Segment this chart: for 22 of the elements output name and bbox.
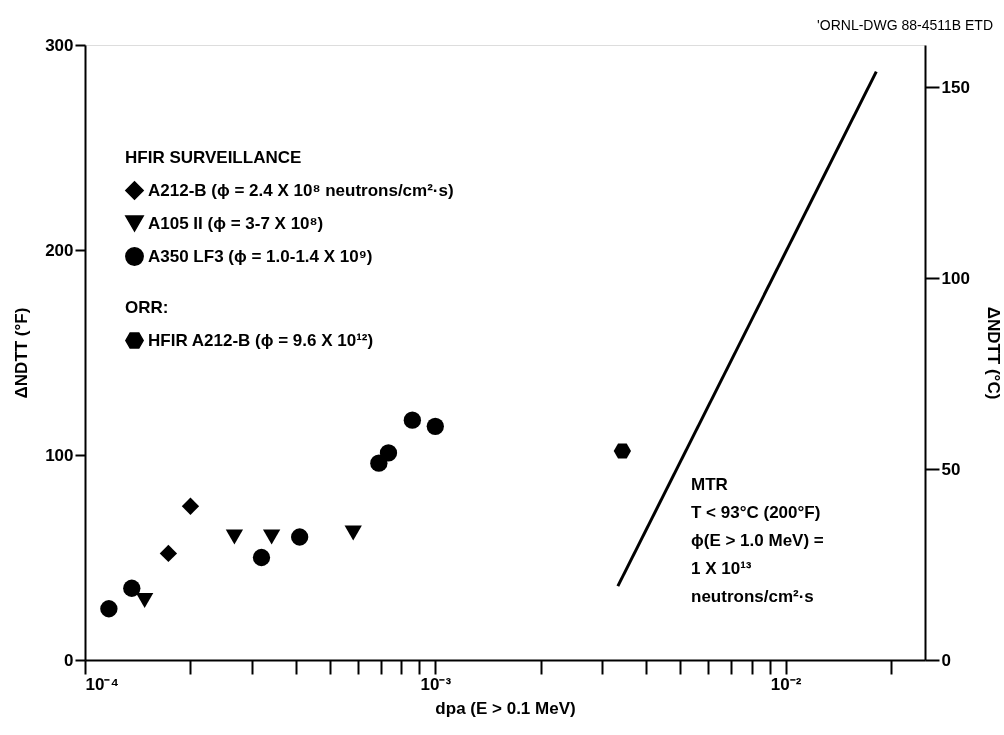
text: 'ORNL-DWG 88-4511B ETD [817,17,993,33]
x-tick-label: 10⁻³ [420,674,452,694]
x-axis-title: dpa (E > 0.1 MeV) [435,698,576,718]
legend-label: A105 II (ϕ = 3-7 X 10⁸) [148,213,324,233]
y2-tick-label: 50 [941,459,961,479]
legend-title: HFIR SURVEILLANCE [125,148,302,167]
legend-label: A350 LF3 (ϕ = 1.0-1.4 X 10⁹) [148,246,373,266]
y-tick-label: 300 [45,35,74,55]
x-tick-label: 10⁻² [770,674,802,694]
y-tick-label: 100 [45,445,74,465]
y2-axis-title: ΔNDTT (°C) [983,306,1003,400]
legend-label: A212-B (ϕ = 2.4 X 10⁸ neutrons/cm²·s) [148,180,454,200]
y-tick-label: 200 [45,240,74,260]
legend-label: HFIR A212-B (ϕ = 9.6 X 10¹²) [148,330,374,350]
y2-tick-label: 150 [941,77,970,97]
y2-tick-label: 0 [941,650,951,670]
y-tick-label: 0 [64,650,74,670]
annotation: MTR T < 93°C (200°F) ϕ(E > 1.0 MeV) = 1 X 10¹³ neutrons/cm²·s [691,475,824,606]
y-axis-title: ΔNDTT (°F) [12,307,32,399]
y2-tick-label: 100 [941,268,970,288]
x-tick-label: 10⁻⁴ [85,674,119,694]
annotation: ORR: [125,298,169,317]
